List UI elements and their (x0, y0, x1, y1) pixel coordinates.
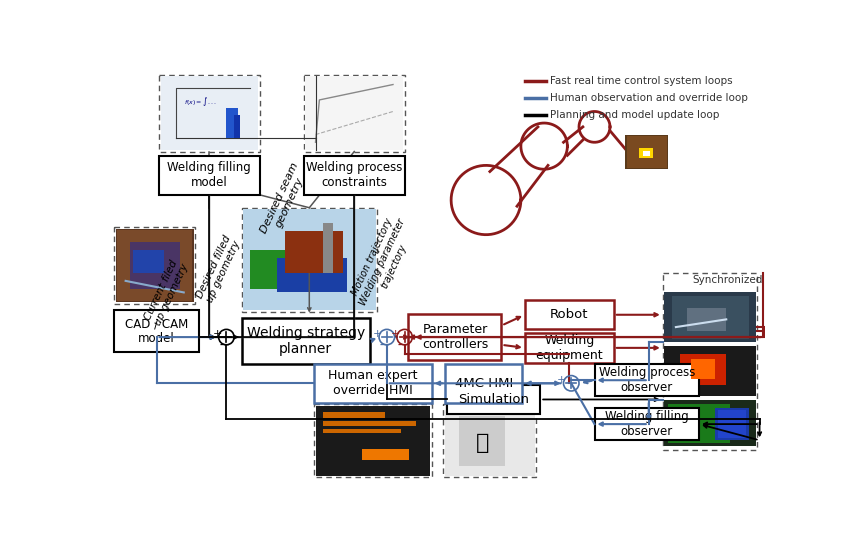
Text: +: + (391, 329, 400, 339)
Text: Welding
equipment: Welding equipment (536, 334, 604, 362)
Text: +: + (212, 329, 222, 339)
Bar (594, 408, 699, 440)
Bar (445, 406, 535, 475)
Text: Welding strategy
planner: Welding strategy planner (246, 326, 365, 356)
Bar (664, 400, 756, 447)
Text: Human observation and override loop: Human observation and override loop (550, 92, 748, 103)
Bar (116, 228, 194, 302)
Text: −: − (218, 338, 230, 352)
Bar (323, 421, 416, 425)
Bar (639, 149, 654, 158)
Bar (626, 134, 668, 169)
Text: Simulation: Simulation (458, 393, 530, 406)
Bar (524, 333, 614, 362)
Bar (114, 227, 196, 304)
Bar (323, 223, 332, 273)
Bar (444, 404, 536, 477)
Bar (362, 449, 409, 460)
Bar (304, 156, 405, 195)
Bar (663, 273, 757, 450)
Bar (114, 310, 199, 353)
Bar (672, 296, 750, 338)
Bar (445, 364, 523, 403)
Bar (691, 360, 715, 379)
Bar (718, 410, 745, 438)
Text: Planning and model update loop: Planning and model update loop (550, 109, 720, 120)
Text: Desired seam
geometry: Desired seam geometry (258, 160, 310, 239)
Bar (323, 429, 400, 434)
Text: Welding process
constraints: Welding process constraints (306, 162, 402, 189)
Bar (627, 136, 666, 168)
Text: Synchronized: Synchronized (692, 275, 762, 285)
Text: 👷: 👷 (475, 432, 489, 453)
Text: Desired filled
up geometry: Desired filled up geometry (195, 234, 243, 305)
Bar (715, 408, 750, 440)
Bar (242, 208, 377, 312)
Bar (159, 75, 260, 152)
Bar (668, 404, 730, 443)
Bar (305, 76, 403, 150)
Bar (315, 406, 430, 475)
Text: +: + (373, 329, 382, 339)
Text: Robot: Robot (550, 308, 588, 322)
Bar (226, 108, 238, 138)
Bar (594, 364, 699, 397)
Text: Welding filling
observer: Welding filling observer (605, 410, 688, 438)
Bar (304, 75, 405, 152)
Bar (409, 314, 501, 360)
Bar (243, 209, 376, 310)
Text: −: − (378, 338, 390, 352)
Text: Fast real time control system loops: Fast real time control system loops (550, 76, 733, 85)
Bar (664, 347, 756, 397)
Bar (680, 354, 726, 385)
Text: 4MC HMI: 4MC HMI (455, 377, 513, 390)
Bar (285, 231, 343, 273)
Text: −: − (396, 338, 408, 352)
Bar (323, 412, 385, 418)
Bar (277, 258, 347, 293)
Bar (314, 364, 432, 403)
Bar (129, 243, 180, 288)
Text: Welding process
observer: Welding process observer (598, 366, 695, 394)
Bar (133, 250, 164, 273)
Text: Human expert
override HMI: Human expert override HMI (328, 369, 417, 397)
Bar (524, 300, 614, 329)
Bar (447, 385, 541, 414)
Bar (314, 404, 432, 477)
Bar (664, 293, 756, 343)
Text: Welding filling
model: Welding filling model (167, 162, 252, 189)
Bar (234, 115, 241, 138)
Text: Parameter
controllers: Parameter controllers (422, 323, 488, 351)
Bar (117, 230, 192, 301)
Bar (688, 308, 726, 331)
Bar (159, 156, 260, 195)
Text: Motion trajectory
Welding parameter
trajectory: Motion trajectory Welding parameter traj… (348, 212, 418, 312)
Bar (459, 416, 506, 466)
Bar (242, 318, 370, 364)
Text: +: + (558, 375, 567, 385)
Bar (643, 151, 650, 156)
Text: Current filed
up geometry: Current filed up geometry (143, 257, 190, 327)
Text: $f(x) = \int ...$: $f(x) = \int ...$ (184, 95, 217, 108)
Bar (161, 76, 258, 150)
Text: CAD / CAM
model: CAD / CAM model (125, 317, 188, 345)
Bar (250, 250, 343, 288)
